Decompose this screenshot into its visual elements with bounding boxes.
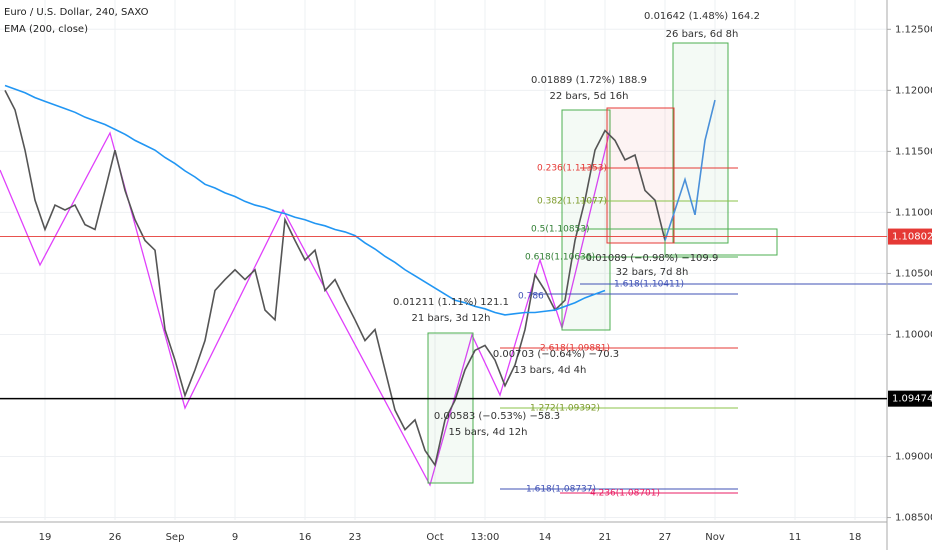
x-tick-label: 21 (599, 532, 612, 543)
x-tick-label: 13:00 (471, 532, 500, 543)
measure-label: 0.01889 (1.72%) 188.9 (531, 75, 647, 86)
price-label-box (888, 228, 932, 245)
price-line (4, 84, 606, 316)
measure-label: 0.00703 (−0.64%) −70.3 (493, 349, 619, 360)
y-tick-label: 1.10000 (895, 329, 932, 340)
price-label-box (888, 390, 932, 407)
x-tick-label: Oct (426, 532, 443, 543)
symbol-title: Euro / U.S. Dollar, 240, SAXO (4, 7, 149, 18)
x-tick-label: 27 (659, 532, 672, 543)
measure-label: 0.01642 (1.48%) 164.2 (644, 11, 760, 22)
measure-label: 21 bars, 3d 12h (411, 313, 490, 324)
x-tick-label: 18 (849, 532, 862, 543)
fib-label: 0.618(1.10636) (525, 253, 595, 263)
measure-label: 15 bars, 4d 12h (448, 427, 527, 438)
range-box (672, 42, 729, 244)
grid (0, 0, 887, 520)
measure-label: 13 bars, 4d 4h (514, 365, 587, 376)
drawings (0, 42, 932, 494)
measure-label: 0.00583 (−0.53%) −58.3 (434, 411, 560, 422)
y-tick-label: 1.08500 (895, 513, 932, 524)
fib-label: 0.786 (518, 292, 544, 302)
y-tick-label: 1.10500 (895, 268, 932, 279)
measure-label: 26 bars, 6d 8h (666, 29, 739, 40)
fib-label: 0.5(1.10853) (531, 225, 590, 235)
y-tick-label: 1.12500 (895, 24, 932, 35)
fib-label: 0.236(1.11353) (537, 164, 607, 174)
fib-label: 4.236(1.08701) (590, 489, 660, 499)
measure-label: 0.01089 (−0.98%) −109.9 (586, 253, 719, 264)
fib-label: 2.618(1.09881) (540, 344, 610, 354)
y-tick-label: 1.12000 (895, 85, 932, 96)
x-tick-label: 23 (349, 532, 362, 543)
fib-label: 1.618(1.10411) (614, 280, 684, 290)
y-tick-label: 1.11000 (895, 207, 932, 218)
fib-label: 0.382(1.11077) (537, 197, 607, 207)
x-tick-label: 16 (299, 532, 312, 543)
range-box (561, 109, 611, 331)
y-tick-label: 1.11500 (895, 146, 932, 157)
price-line (664, 99, 716, 241)
fib-label: 1.272(1.09392) (530, 404, 600, 414)
fib-label: 1.618(1.08737) (526, 485, 596, 495)
measure-label: 32 bars, 7d 8h (616, 267, 689, 278)
indicator-label: EMA (200, close) (4, 24, 88, 35)
measure-label: 0.01211 (1.11%) 121.1 (393, 297, 509, 308)
measure-label: 22 bars, 5d 16h (549, 91, 628, 102)
price-label: 1.10802 (892, 232, 932, 243)
x-tick-label: Sep (166, 532, 185, 543)
x-tick-label: 9 (232, 532, 238, 543)
zigzag (0, 129, 611, 487)
x-tick-label: Nov (705, 532, 725, 543)
x-tick-label: 19 (39, 532, 52, 543)
x-tick-label: 11 (789, 532, 802, 543)
x-tick-label: 26 (109, 532, 122, 543)
x-tick-label: 14 (539, 532, 552, 543)
price-label: 1.09474 (892, 394, 932, 405)
y-tick-label: 1.09000 (895, 452, 932, 463)
